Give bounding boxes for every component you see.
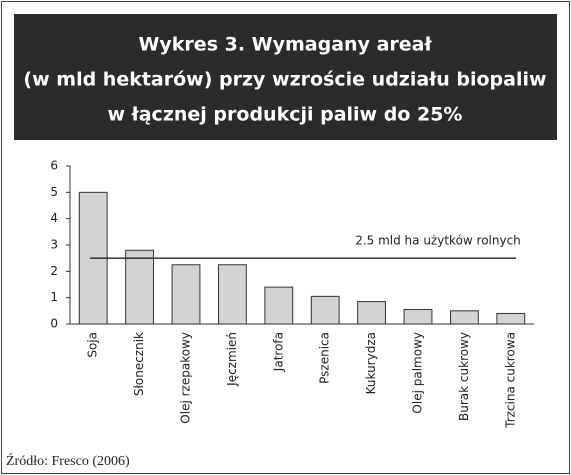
y-tick-label: 5 xyxy=(50,185,58,199)
x-tick-label: Soja xyxy=(86,332,100,358)
x-tick-label: Olej rzepakowy xyxy=(179,332,193,424)
title-box xyxy=(14,14,557,140)
x-tick-label: Burak cukrowy xyxy=(457,332,471,421)
bar xyxy=(449,310,479,325)
x-tick-label: Olej palmowy xyxy=(411,332,425,414)
x-tick-label: Słonecznik xyxy=(132,332,146,396)
bar xyxy=(264,286,294,325)
x-tick-label: Pszenica xyxy=(318,332,332,384)
bar xyxy=(217,264,247,325)
reference-label: 2.5 mld ha użytków rolnych xyxy=(355,234,521,248)
y-tick-label: 6 xyxy=(50,159,58,173)
y-tick-label: 1 xyxy=(50,290,58,304)
y-tick-label: 3 xyxy=(50,238,58,252)
chart-title: (w mld hektarów) przy wzroście udziału b… xyxy=(23,69,546,91)
bar xyxy=(310,295,340,325)
bar xyxy=(496,312,526,325)
bar xyxy=(357,301,387,325)
x-tick-label: Jęczmień xyxy=(225,332,239,387)
chart-title: Wykres 3. Wymagany areał xyxy=(138,34,432,56)
source: Źródło: Fresco (2006) xyxy=(6,452,130,469)
bar xyxy=(125,249,155,325)
bar xyxy=(403,309,433,325)
x-tick-label: Jatrofa xyxy=(271,332,285,372)
y-tick-label: 4 xyxy=(50,211,58,225)
bar xyxy=(171,264,201,325)
y-tick-label: 0 xyxy=(50,317,58,331)
chart-title: w łącznej produkcji paliw do 25% xyxy=(108,104,463,126)
x-tick-label: Kukurydza xyxy=(364,332,378,394)
y-tick-label: 2 xyxy=(50,264,58,278)
x-tick-label: Trzcina cukrowa xyxy=(503,332,517,429)
